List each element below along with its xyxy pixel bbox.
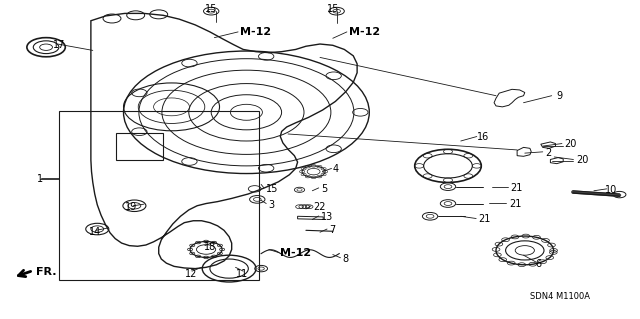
Text: 7: 7 — [330, 225, 336, 235]
Text: 21: 21 — [479, 214, 491, 225]
Bar — [116, 133, 163, 160]
Text: M-12: M-12 — [240, 27, 271, 37]
Text: 5: 5 — [321, 184, 328, 194]
Text: 4: 4 — [333, 164, 339, 174]
Text: 10: 10 — [605, 185, 618, 195]
Text: 15: 15 — [205, 4, 218, 14]
Text: 20: 20 — [564, 139, 577, 149]
Text: 3: 3 — [269, 200, 275, 210]
Text: 12: 12 — [184, 269, 197, 279]
Text: 21: 21 — [511, 182, 523, 193]
Text: 15: 15 — [326, 4, 339, 14]
Text: 6: 6 — [536, 259, 542, 269]
Text: 9: 9 — [557, 91, 563, 101]
Text: 19: 19 — [125, 202, 138, 212]
Text: 11: 11 — [236, 269, 248, 279]
Text: M-12: M-12 — [349, 27, 380, 37]
Text: 8: 8 — [342, 254, 349, 264]
Text: 22: 22 — [314, 202, 326, 212]
Text: 18: 18 — [204, 242, 216, 252]
Text: 16: 16 — [477, 131, 490, 142]
Text: 17: 17 — [53, 40, 65, 50]
Text: FR.: FR. — [36, 267, 56, 277]
Bar — [59, 111, 259, 280]
Text: 13: 13 — [321, 212, 333, 222]
Text: 15: 15 — [266, 184, 278, 194]
Text: 14: 14 — [88, 227, 101, 237]
Text: SDN4 M1100A: SDN4 M1100A — [530, 292, 590, 300]
Text: M-12: M-12 — [280, 248, 312, 258]
Text: 21: 21 — [509, 199, 521, 209]
Text: 2: 2 — [545, 148, 552, 158]
Text: 1: 1 — [37, 174, 44, 184]
Text: 20: 20 — [576, 155, 588, 165]
